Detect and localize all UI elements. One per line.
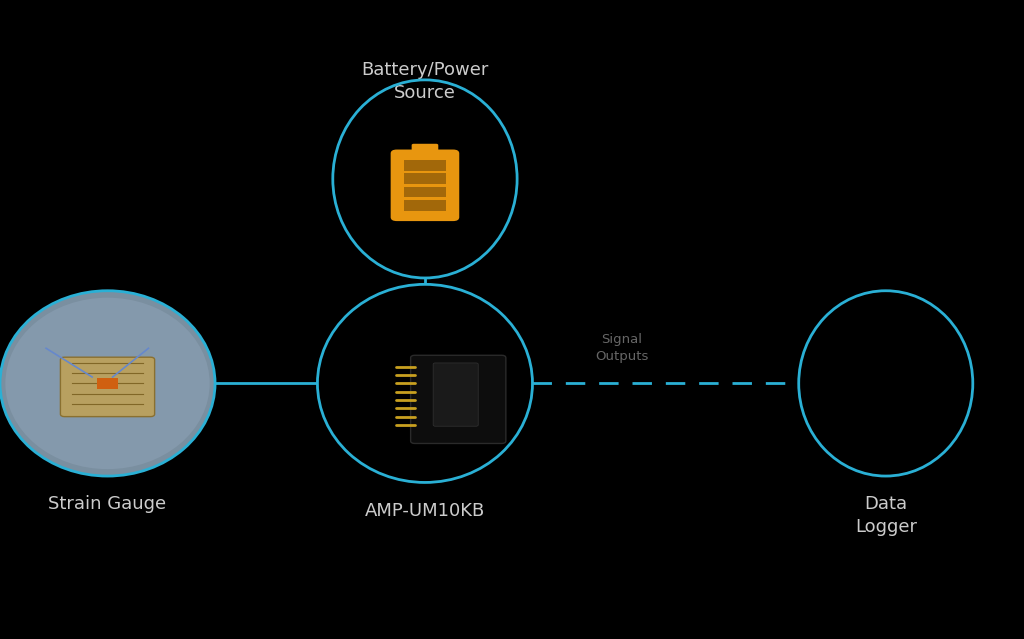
Bar bbox=[403, 187, 445, 197]
FancyBboxPatch shape bbox=[60, 357, 155, 417]
Bar bbox=[403, 160, 445, 171]
Text: Battery/Power
Source: Battery/Power Source bbox=[361, 61, 488, 102]
Bar bbox=[403, 173, 445, 184]
FancyBboxPatch shape bbox=[390, 150, 459, 221]
Bar bbox=[97, 378, 118, 389]
Text: Signal
Outputs: Signal Outputs bbox=[595, 334, 648, 363]
Bar bbox=[438, 371, 473, 422]
FancyBboxPatch shape bbox=[433, 363, 478, 426]
Text: Data
Logger: Data Logger bbox=[855, 495, 916, 536]
Ellipse shape bbox=[5, 298, 210, 469]
FancyBboxPatch shape bbox=[412, 144, 438, 155]
Bar bbox=[403, 200, 445, 211]
Ellipse shape bbox=[0, 291, 215, 476]
FancyBboxPatch shape bbox=[411, 355, 506, 443]
Text: Strain Gauge: Strain Gauge bbox=[48, 495, 167, 513]
Text: AMP-UM10KB: AMP-UM10KB bbox=[365, 502, 485, 520]
